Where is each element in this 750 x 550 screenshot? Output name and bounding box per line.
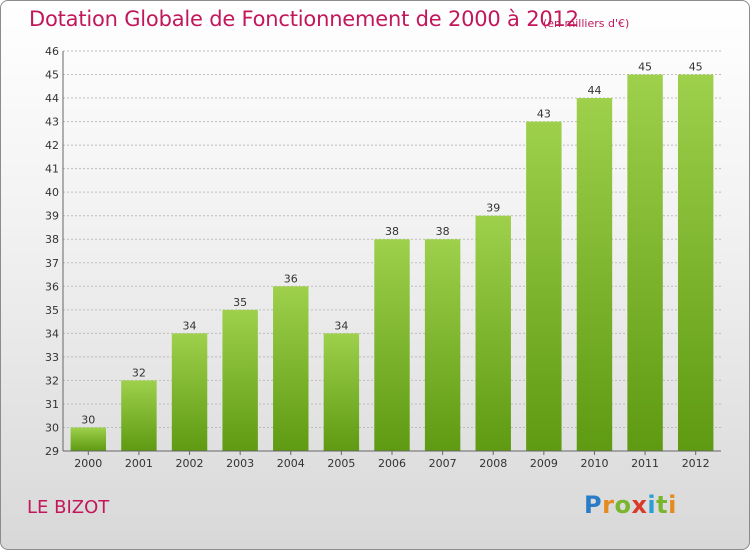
x-tick-label: 2010	[580, 457, 608, 470]
city-name: LE BIZOT	[27, 497, 110, 518]
bar-value-label: 38	[436, 225, 450, 238]
y-tick-label: 34	[45, 327, 59, 340]
y-tick-label: 41	[45, 163, 59, 176]
y-tick-label: 39	[45, 210, 59, 223]
bar-value-label: 45	[638, 61, 652, 74]
chart-title: Dotation Globale de Fonctionnement de 20…	[29, 7, 579, 31]
y-tick-label: 37	[45, 257, 59, 270]
bar-value-label: 36	[284, 272, 298, 285]
bar	[70, 427, 107, 451]
x-tick-label: 2009	[530, 457, 558, 470]
y-tick-label: 35	[45, 304, 59, 317]
bar	[171, 333, 208, 451]
bar-value-label: 45	[689, 61, 703, 74]
y-tick-label: 44	[45, 92, 59, 105]
proxiti-logo[interactable]: Proxiti	[584, 491, 677, 519]
x-tick-label: 2011	[631, 457, 659, 470]
bar	[222, 309, 258, 451]
axes: 29 30 31 32 33 34 35 36 37 38 39 40 41 42 43 44 45 46 2000…	[45, 45, 721, 470]
x-tick-label: 2001	[125, 457, 153, 470]
y-tick-label: 42	[45, 139, 59, 152]
chart-subtitle: (en milliers d'€)	[543, 17, 630, 30]
bar	[323, 333, 360, 451]
x-tick-label: 2004	[277, 457, 305, 470]
y-tick-label: 33	[45, 351, 59, 364]
bars: 30 32 34 35 36 34 38 38 39 43 44 45 45	[70, 61, 714, 452]
x-tick-label: 2002	[176, 457, 204, 470]
bar-value-label: 43	[537, 108, 551, 121]
y-tick-label: 32	[45, 374, 59, 387]
bar	[475, 215, 511, 451]
x-tick-label: 2008	[479, 457, 507, 470]
bar-value-label: 44	[587, 84, 601, 97]
y-tick-label: 40	[45, 186, 59, 199]
x-tick-label: 2006	[378, 457, 406, 470]
y-tick-label: 45	[45, 69, 59, 82]
bar	[627, 74, 663, 451]
bar	[677, 74, 714, 451]
y-tick-label: 36	[45, 280, 59, 293]
x-tick-label: 2005	[327, 457, 355, 470]
y-tick-label: 30	[45, 421, 59, 434]
bar-value-label: 34	[183, 319, 197, 332]
bar-value-label: 39	[486, 202, 500, 215]
x-tick-label: 2012	[682, 457, 710, 470]
bar-value-label: 30	[81, 413, 95, 426]
x-tick-label: 2003	[226, 457, 254, 470]
y-tick-label: 31	[45, 398, 59, 411]
y-tick-label: 38	[45, 233, 59, 246]
bar	[424, 239, 461, 451]
x-tick-label: 2007	[429, 457, 457, 470]
bar	[374, 239, 410, 451]
bar-value-label: 38	[385, 225, 399, 238]
bar-value-label: 32	[132, 366, 146, 379]
bar-value-label: 35	[233, 296, 247, 309]
y-tick-label: 29	[45, 445, 59, 458]
bar-value-label: 34	[334, 319, 348, 332]
bar	[273, 286, 309, 451]
bar	[576, 98, 613, 451]
bar	[121, 380, 157, 451]
y-tick-label: 46	[45, 45, 59, 58]
y-tick-label: 43	[45, 116, 59, 129]
bar	[526, 121, 562, 452]
x-tick-label: 2000	[74, 457, 102, 470]
